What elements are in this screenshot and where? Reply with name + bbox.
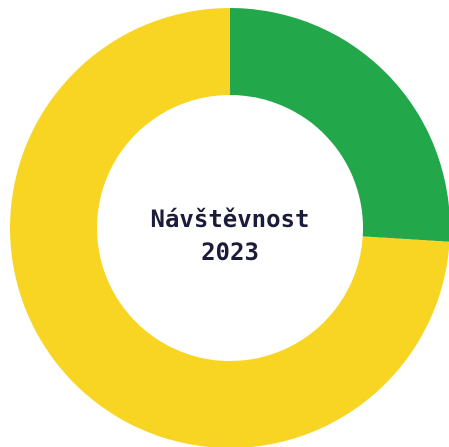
chart-subtitle: 2023 [201, 238, 259, 266]
chart-title: Návštěvnost [150, 205, 310, 233]
donut-slices [10, 8, 449, 447]
donut-slice-2 [10, 8, 449, 447]
chart-center-label: Návštěvnost 2023 [130, 203, 330, 269]
donut-slice-1 [230, 8, 449, 242]
